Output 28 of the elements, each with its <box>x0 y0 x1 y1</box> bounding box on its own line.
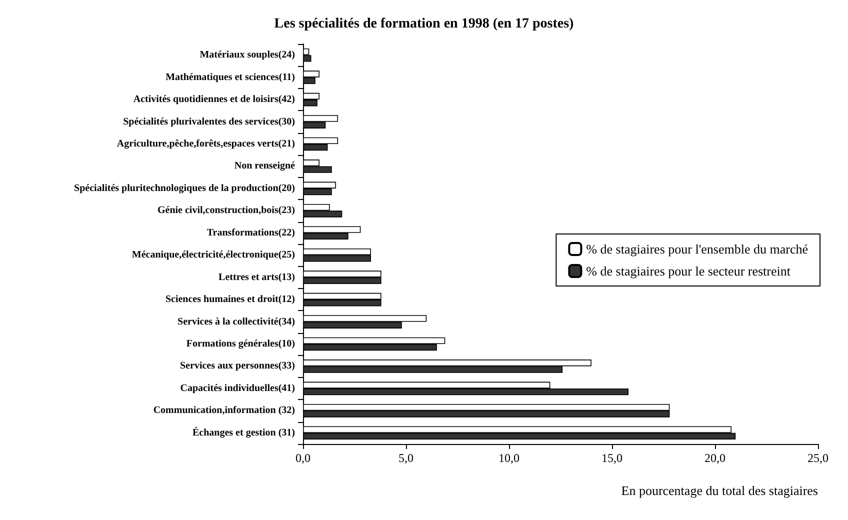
y-tick-label: Activités quotidiennes et de loisirs(42) <box>133 94 295 106</box>
y-tick-label: Spécialités pluritechnologiques de la production(20) <box>74 182 295 194</box>
y-tick-label: Spécialités plurivalentes des services(30) <box>123 116 295 128</box>
chart-title: Les spécialités de formation en 1998 (en 17 postes) <box>274 16 574 32</box>
y-tick-label: Agriculture,pêche,forêts,espaces verts(21) <box>116 138 295 150</box>
x-tick-label: 25,0 <box>808 451 828 465</box>
y-tick-label: Mécanique,électricité,électronique(25) <box>132 250 295 261</box>
x-tick-label: 15,0 <box>602 451 622 465</box>
x-tick-label: 0,0 <box>296 451 310 465</box>
y-tick-label: Capacités individuelles(41) <box>180 382 295 394</box>
x-axis-title: En pourcentage du total des stagiaires <box>621 483 818 498</box>
y-tick-label: Transformations(22) <box>206 227 295 238</box>
x-tick-label: 5,0 <box>398 451 414 465</box>
legend-label: % de stagiaires pour l'ensemble du marché <box>586 242 808 256</box>
y-tick-label: Génie civil,construction,bois(23) <box>158 205 295 216</box>
y-tick-label: Sciences humaines et droit(12) <box>165 294 295 306</box>
y-tick-label: Non renseigné <box>234 160 296 172</box>
y-tick-label: Formations générales(10) <box>186 338 295 350</box>
y-tick-label: Matériaux souples(24) <box>200 50 295 61</box>
y-tick-label: Lettres et arts(13) <box>218 272 295 283</box>
y-tick-label: Communication,information (32) <box>153 405 295 416</box>
x-tick-label: 10,0 <box>498 451 520 465</box>
x-tick-label: 20,0 <box>704 451 726 465</box>
y-tick-label: Services aux personnes(33) <box>180 360 295 372</box>
y-tick-label: Mathématiques et sciences(11) <box>166 72 295 83</box>
legend-label: % de stagiaires pour le secteur restreint <box>586 264 791 278</box>
y-tick-label: Échanges et gestion (31) <box>192 426 295 438</box>
y-tick-label: Services à la collectivité(34) <box>178 316 295 328</box>
